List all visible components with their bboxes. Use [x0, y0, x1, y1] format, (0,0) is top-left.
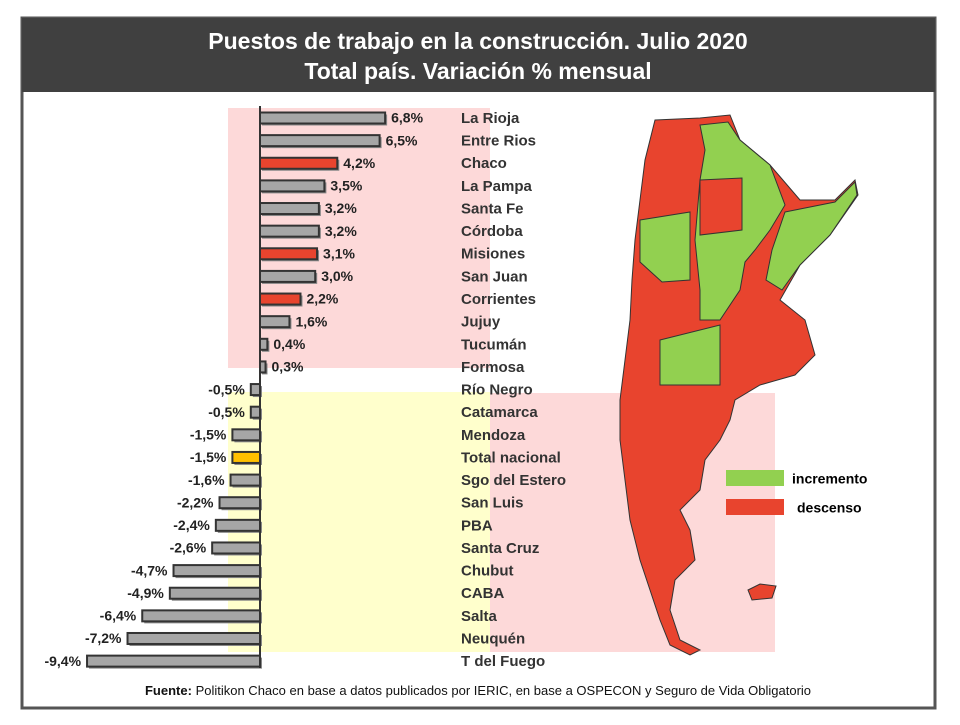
category-label: Neuquén — [461, 630, 525, 647]
map-region — [639, 211, 691, 283]
category-label: Tucumán — [461, 336, 527, 353]
value-label: 0,3% — [272, 359, 304, 375]
bar — [229, 473, 261, 487]
category-label: Santa Cruz — [461, 540, 539, 557]
value-label: 3,2% — [325, 200, 357, 216]
bar — [218, 496, 262, 510]
bar — [211, 541, 262, 555]
value-label: -0,5% — [208, 381, 245, 397]
category-label: Córdoba — [461, 223, 523, 240]
bar — [259, 247, 319, 261]
map-region — [747, 583, 777, 601]
bar — [259, 179, 326, 193]
category-label: San Luis — [461, 495, 524, 512]
bar — [259, 337, 269, 351]
legend-swatch — [726, 499, 784, 515]
bar — [259, 269, 317, 283]
chart-title: Puestos de trabajo en la construcción. J… — [208, 28, 747, 54]
bar — [141, 609, 262, 623]
category-label: Formosa — [461, 359, 525, 376]
map-region — [659, 324, 721, 386]
category-label: San Juan — [461, 268, 528, 285]
category-label: Santa Fe — [461, 200, 524, 217]
category-label: Jujuy — [461, 314, 501, 331]
map — [619, 114, 859, 656]
map-region — [699, 177, 743, 236]
category-label: Río Negro — [461, 382, 533, 399]
source-label: Fuente: — [145, 683, 192, 698]
category-label: CABA — [461, 585, 504, 602]
value-label: 2,2% — [306, 291, 338, 307]
bg-negative — [228, 392, 490, 652]
bar — [259, 202, 320, 216]
source: Fuente: Politikon Chaco en base a datos … — [145, 683, 811, 698]
value-label: -2,6% — [170, 540, 207, 556]
value-label: -4,9% — [127, 585, 164, 601]
bar — [126, 631, 261, 645]
category-label: La Pampa — [461, 178, 533, 195]
category-label: Salta — [461, 608, 498, 625]
category-label: T del Fuego — [461, 653, 545, 670]
value-label: -1,5% — [190, 427, 227, 443]
bar — [259, 292, 302, 306]
legend-swatch — [726, 470, 784, 486]
value-label: -1,5% — [190, 449, 227, 465]
value-label: 3,2% — [325, 223, 357, 239]
category-label: Total nacional — [461, 449, 561, 466]
bar — [249, 405, 262, 419]
title-bar — [22, 18, 935, 92]
bar — [172, 564, 262, 578]
value-label: 1,6% — [295, 313, 327, 329]
value-label: 6,5% — [386, 132, 418, 148]
bar — [86, 654, 262, 668]
bar — [259, 111, 387, 125]
value-label: -0,5% — [208, 404, 245, 420]
value-label: -4,7% — [131, 562, 168, 578]
map-region — [765, 180, 858, 291]
bar — [231, 428, 261, 442]
value-label: 6,8% — [391, 110, 423, 126]
source-text: Politikon Chaco en base a datos publicad… — [196, 683, 811, 698]
value-label: 0,4% — [273, 336, 305, 352]
bar — [231, 450, 261, 464]
bar — [168, 586, 261, 600]
category-label: Entre Rios — [461, 133, 536, 150]
bar — [259, 134, 381, 148]
bar — [259, 315, 291, 329]
category-label: Mendoza — [461, 427, 526, 444]
category-label: Misiones — [461, 246, 525, 263]
value-label: -1,6% — [188, 472, 225, 488]
category-label: La Rioja — [461, 110, 520, 127]
legend-label: descenso — [797, 500, 862, 516]
bar — [259, 224, 320, 238]
value-label: 4,2% — [343, 155, 375, 171]
value-label: -2,2% — [177, 494, 214, 510]
bar — [249, 383, 262, 397]
value-label: 3,1% — [323, 245, 355, 261]
category-label: Catamarca — [461, 404, 538, 421]
value-label: -2,4% — [173, 517, 210, 533]
value-label: -9,4% — [44, 653, 81, 669]
legend-label: incremento — [792, 471, 867, 487]
value-label: -7,2% — [85, 630, 122, 646]
category-label: Sgo del Estero — [461, 472, 566, 489]
bar — [259, 156, 339, 170]
category-label: PBA — [461, 517, 493, 534]
category-label: Chubut — [461, 563, 513, 580]
value-label: -6,4% — [100, 608, 137, 624]
chart-subtitle: Total país. Variación % mensual — [304, 58, 651, 84]
category-label: Chaco — [461, 155, 507, 172]
value-label: 3,0% — [321, 268, 353, 284]
value-label: 3,5% — [330, 178, 362, 194]
bar — [214, 518, 261, 532]
category-label: Corrientes — [461, 291, 536, 308]
